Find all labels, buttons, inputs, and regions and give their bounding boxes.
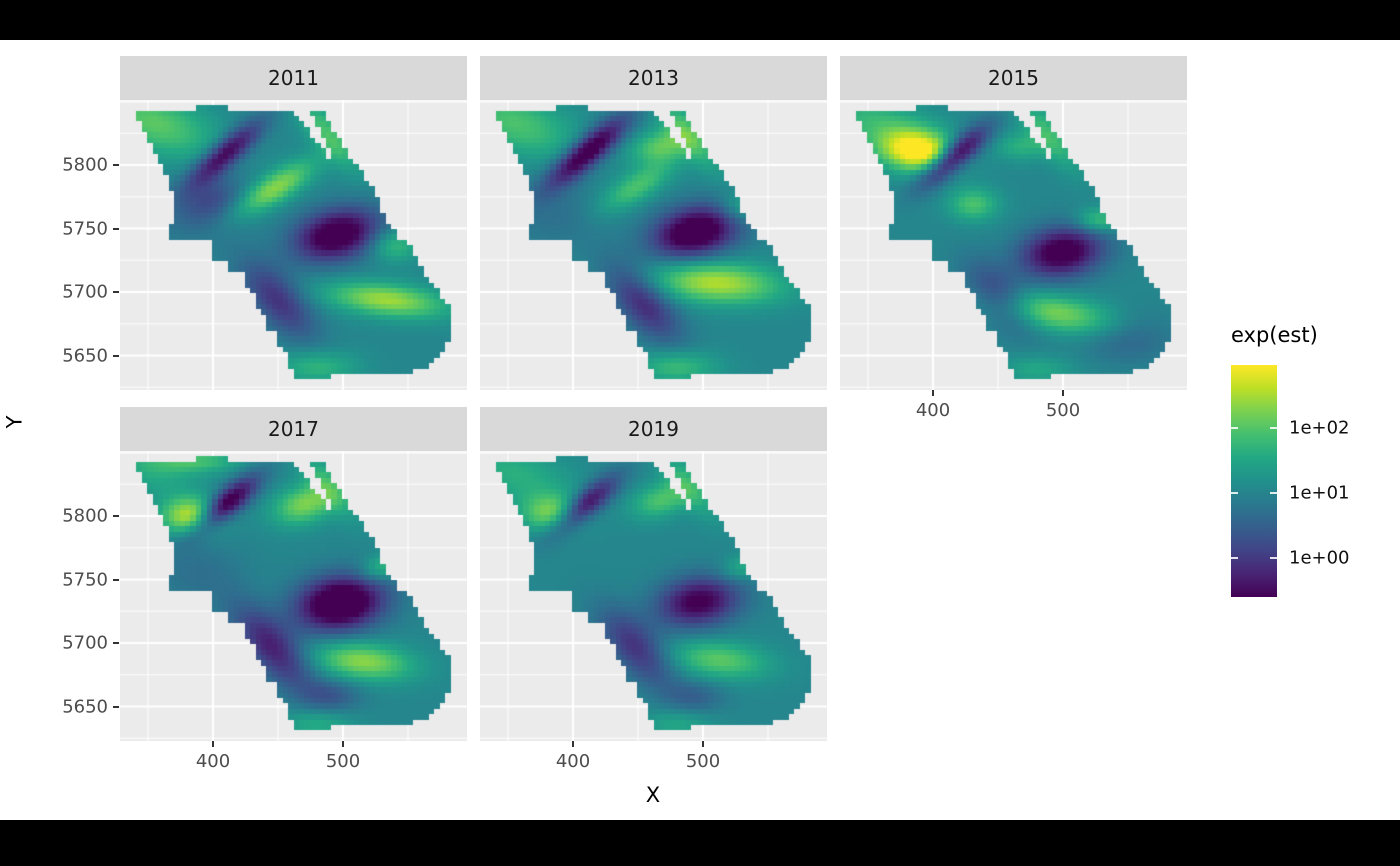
heatmap-panel-2017 [120, 451, 467, 741]
legend-tick-label: 1e+02 [1289, 417, 1350, 439]
y-tick-label: 5750 [62, 218, 108, 239]
y-tick-label: 5650 [62, 345, 108, 366]
facet-title: 2011 [268, 66, 319, 90]
facet-strip-2015: 2015 [840, 56, 1187, 100]
y-tick-label: 5800 [62, 505, 108, 527]
x-tick-mark [212, 741, 214, 747]
facet-strip-2017: 2017 [120, 407, 467, 451]
heatmap-panel-2013 [480, 100, 827, 390]
x-tick-mark [572, 741, 574, 747]
y-tick-mark [113, 227, 119, 230]
y-tick-label: 5800 [62, 154, 108, 176]
y-tick-mark [113, 642, 119, 644]
y-tick-mark [113, 705, 119, 708]
x-tick-label: 400 [915, 400, 951, 421]
x-axis-title: X [645, 783, 661, 807]
facet-title: 2017 [268, 417, 319, 441]
facet-title: 2015 [988, 66, 1039, 90]
legend-tick-mark [1270, 557, 1277, 559]
y-tick-mark [113, 291, 119, 293]
y-tick-label: 5650 [62, 696, 108, 717]
x-tick-label: 400 [555, 751, 591, 772]
legend-tick-mark [1270, 427, 1277, 429]
heatmap-panel-2019 [480, 451, 827, 741]
legend-colorbar [1231, 365, 1277, 597]
legend-tick-mark [1231, 492, 1238, 494]
legend-title: exp(est) [1231, 323, 1318, 347]
x-tick-mark [1062, 390, 1064, 396]
facet-strip-2011: 2011 [120, 56, 467, 100]
x-tick-label: 500 [1045, 400, 1081, 421]
x-tick-label: 400 [195, 751, 231, 772]
y-tick-label: 5750 [62, 569, 108, 590]
y-tick-mark [113, 354, 119, 357]
facet-strip-2019: 2019 [480, 407, 827, 451]
heatmap-panel-2015 [840, 100, 1187, 390]
legend-tick-mark [1231, 557, 1238, 559]
y-tick-label: 5700 [62, 632, 108, 654]
y-tick-mark [113, 164, 119, 166]
legend-tick-label: 1e+01 [1289, 482, 1350, 504]
plot-background: 2011 5800 5750 5700 5650 2013 2015 400 500 2017 40… [0, 40, 1400, 820]
legend-tick-label: 1e+00 [1289, 547, 1350, 569]
y-tick-label: 5700 [62, 281, 108, 303]
heatmap-panel-2011 [120, 100, 467, 390]
y-axis-title: Y [2, 415, 27, 429]
y-tick-mark [113, 515, 119, 517]
y-tick-mark [113, 578, 119, 581]
x-tick-mark [342, 741, 344, 747]
x-tick-mark [932, 390, 934, 396]
x-tick-label: 500 [325, 751, 361, 772]
x-tick-mark [702, 741, 704, 747]
facet-title: 2013 [628, 66, 679, 90]
legend-tick-mark [1231, 427, 1238, 429]
x-tick-label: 500 [685, 751, 721, 772]
facet-strip-2013: 2013 [480, 56, 827, 100]
legend-tick-mark [1270, 492, 1277, 494]
facet-title: 2019 [628, 417, 679, 441]
